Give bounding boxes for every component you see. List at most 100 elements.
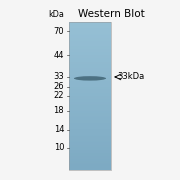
Bar [69,137,111,139]
Bar [69,115,111,117]
Bar [69,130,111,132]
Bar [69,59,111,61]
Bar [69,108,111,110]
Bar [69,131,111,133]
Bar [69,38,111,40]
Bar [69,149,111,151]
Bar [69,151,111,153]
Bar [69,26,111,28]
Bar [69,22,111,24]
Bar [69,93,111,95]
Bar [69,133,111,135]
Bar [69,77,111,78]
Bar [69,99,111,101]
Bar [69,103,111,105]
Bar [69,78,111,80]
Bar [69,129,111,130]
Bar [69,163,111,165]
Bar [69,29,111,31]
Bar [69,97,111,99]
Bar [69,35,111,37]
Text: 10: 10 [54,143,64,152]
Bar [69,42,111,44]
Bar [69,166,111,167]
Bar [69,124,111,126]
Bar [69,51,111,53]
Bar [69,148,111,150]
Text: 22: 22 [54,91,64,100]
Bar [69,96,111,98]
Bar [69,83,111,84]
Bar [69,120,111,122]
Bar [69,81,111,83]
Text: 33kDa: 33kDa [118,73,145,82]
Bar [69,140,111,142]
Bar [69,53,111,55]
Bar [69,145,111,147]
Bar [69,118,111,120]
Text: Western Blot: Western Blot [78,9,145,19]
Bar [69,146,111,148]
Bar [69,168,111,170]
Bar [69,155,111,157]
Bar [69,102,111,104]
Bar [69,114,111,116]
Bar [69,106,111,108]
Bar [69,100,111,102]
Bar [69,44,111,46]
Bar [69,134,111,136]
Bar [69,94,111,96]
Bar [69,32,111,34]
Bar [69,139,111,141]
Bar [69,90,111,92]
Text: 18: 18 [53,106,64,115]
Bar [69,25,111,27]
Bar [69,46,111,47]
Bar [69,158,111,160]
Bar [69,57,111,59]
Bar [69,109,111,111]
Bar [69,121,111,123]
Bar [69,47,111,49]
Text: 33: 33 [53,73,64,82]
Bar [69,65,111,67]
Text: 26: 26 [53,82,64,91]
Bar [69,87,111,89]
Bar [69,60,111,62]
Text: 70: 70 [53,27,64,36]
Bar [69,160,111,161]
Bar [69,66,111,68]
Bar [69,56,111,58]
Bar [69,48,111,50]
Bar [69,41,111,43]
Bar [69,62,111,64]
Bar [69,40,111,41]
Bar [69,28,111,30]
Bar [69,69,111,71]
Bar [69,117,111,118]
Bar [69,111,111,112]
Bar [69,22,111,170]
Bar [69,105,111,107]
Text: 14: 14 [54,125,64,134]
Bar [69,91,111,93]
Bar [69,127,111,129]
Bar [69,54,111,56]
Bar [69,34,111,35]
Bar [69,123,111,124]
Bar [69,80,111,81]
Text: kDa: kDa [48,10,64,19]
Bar [69,74,111,75]
Bar [69,75,111,77]
Bar [69,125,111,127]
Bar [69,143,111,145]
Bar [69,86,111,87]
Bar [69,89,111,90]
Bar [69,23,111,25]
Bar [69,136,111,138]
Bar [69,63,111,65]
Ellipse shape [74,76,106,81]
Text: 44: 44 [54,51,64,60]
Bar [69,112,111,114]
Bar [69,154,111,156]
